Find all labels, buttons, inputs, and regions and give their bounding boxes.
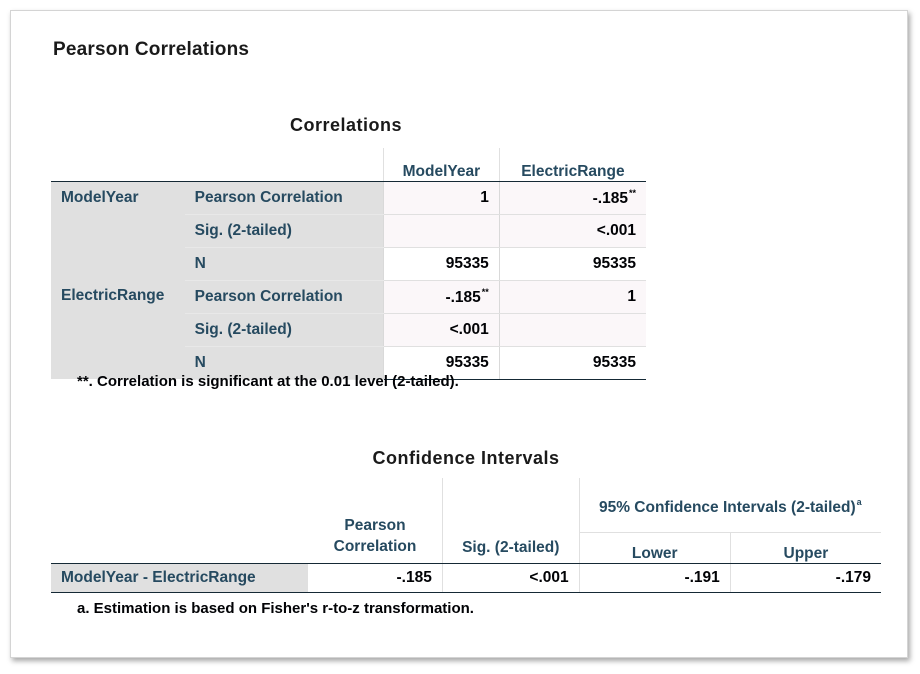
row-group-label: ElectricRange xyxy=(51,280,185,379)
stat-label: N xyxy=(184,247,384,281)
col-header-pearson: Pearson Correlation xyxy=(308,478,443,564)
col-header-lower: Lower xyxy=(578,532,731,564)
col-header-ci-group: 95% Confidence Intervals (2-tailed)a xyxy=(578,478,881,533)
cell-value: <.001 xyxy=(382,313,500,347)
cell-value: -.185** xyxy=(382,280,500,314)
table-row: Sig. (2-tailed) <.001 xyxy=(51,214,646,248)
cell-value: 95335 xyxy=(498,346,646,380)
header-row: Lower Upper xyxy=(51,532,881,564)
output-page: Pearson Correlations Correlations ModelY… xyxy=(10,10,908,658)
cell-value: 95335 xyxy=(498,247,646,281)
confidence-table: Pearson Correlation Sig. (2-tailed) 95% … xyxy=(51,478,881,593)
row-group-label: ModelYear xyxy=(51,181,185,280)
table-row: N 95335 95335 xyxy=(51,346,646,380)
cell-value: -.185 xyxy=(308,563,443,593)
cell-value: 95335 xyxy=(382,247,500,281)
col-header-electricrange: ElectricRange xyxy=(498,148,646,182)
cell-value xyxy=(498,313,646,347)
corner-cell xyxy=(51,478,309,564)
col-header-sig: Sig. (2-tailed) xyxy=(441,478,580,564)
cell-value: 1 xyxy=(498,280,646,314)
table-row: ModelYear - ElectricRange -.185 <.001 -.… xyxy=(51,563,881,593)
cell-value: -.185** xyxy=(498,181,646,215)
cell-value: <.001 xyxy=(498,214,646,248)
correlations-footnote: **. Correlation is significant at the 0.… xyxy=(77,373,459,390)
col-header-upper: Upper xyxy=(729,532,881,564)
table-row: N 95335 95335 xyxy=(51,247,646,281)
table-row: ModelYear Pearson Correlation 1 -.185** xyxy=(51,181,646,280)
correlations-table: ModelYear ElectricRange ModelYear Pearso… xyxy=(51,148,646,380)
stat-label: Pearson Correlation xyxy=(184,181,384,215)
stat-label: Sig. (2-tailed) xyxy=(184,214,384,248)
cell-value: -.191 xyxy=(578,563,731,593)
cell-value: <.001 xyxy=(441,563,580,593)
footnote-marker: a xyxy=(856,497,862,507)
table-row: Sig. (2-tailed) <.001 xyxy=(51,313,646,347)
table-row: ElectricRange Pearson Correlation -.185*… xyxy=(51,280,646,379)
correlations-title: Correlations xyxy=(289,115,403,135)
cell-value: 1 xyxy=(382,181,500,215)
confidence-title: Confidence Intervals xyxy=(372,448,560,468)
header-row: ModelYear ElectricRange xyxy=(51,148,646,182)
cell-value xyxy=(382,214,500,248)
page-title: Pearson Correlations xyxy=(53,39,250,60)
footnote-marker: ** xyxy=(481,286,489,297)
footnote-marker: ** xyxy=(628,187,636,198)
corner-cell xyxy=(51,148,185,182)
col-header-modelyear: ModelYear xyxy=(382,148,500,182)
row-label: ModelYear - ElectricRange xyxy=(51,563,309,593)
cell-value: -.179 xyxy=(729,563,881,593)
stat-label: N xyxy=(184,346,384,380)
header-row: Pearson Correlation Sig. (2-tailed) 95% … xyxy=(51,478,881,564)
confidence-footnote: a. Estimation is based on Fisher's r-to-… xyxy=(77,600,474,617)
stat-label: Sig. (2-tailed) xyxy=(184,313,384,347)
stat-label: Pearson Correlation xyxy=(184,280,384,314)
cell-value: 95335 xyxy=(382,346,500,380)
corner-cell xyxy=(184,148,384,182)
